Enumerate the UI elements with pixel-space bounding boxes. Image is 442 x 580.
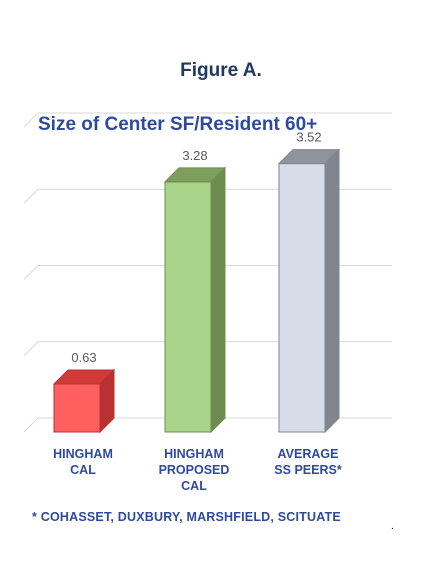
gridline-depth xyxy=(23,112,39,128)
category-label-line: PROPOSED xyxy=(158,463,230,477)
gridline-depth xyxy=(23,341,39,357)
category-label-line: HINGHAM xyxy=(164,447,224,461)
data-label: 0.63 xyxy=(71,350,96,365)
category-label-line: HINGHAM xyxy=(53,447,113,461)
category-label-line: CAL xyxy=(70,463,96,477)
footnote: * COHASSET, DUXBURY, MARSHFIELD, SCITUAT… xyxy=(32,510,341,524)
data-label: 3.52 xyxy=(296,130,321,145)
gridline-depth xyxy=(23,188,39,204)
bar xyxy=(278,163,326,433)
figure-label: Figure A. xyxy=(180,60,262,81)
trailing-mark: . xyxy=(391,521,394,532)
bar xyxy=(53,383,101,433)
category-label-line: CAL xyxy=(181,479,207,493)
gridline-depth xyxy=(23,417,39,433)
category-label-line: SS PEERS* xyxy=(274,463,342,477)
bar-side xyxy=(99,368,115,434)
category-label: HINGHAM PROPOSED CAL xyxy=(134,446,254,494)
bar xyxy=(164,181,212,433)
bar-side xyxy=(324,148,340,434)
chart-title: Size of Center SF/Resident 60+ xyxy=(38,114,318,135)
gridline-depth xyxy=(23,265,39,280)
data-label: 3.28 xyxy=(182,148,207,163)
category-label-line: AVERAGE xyxy=(277,447,339,461)
bar-side xyxy=(210,166,226,434)
category-label: AVERAGE SS PEERS* xyxy=(248,446,368,478)
category-label: HINGHAM CAL xyxy=(23,446,143,478)
